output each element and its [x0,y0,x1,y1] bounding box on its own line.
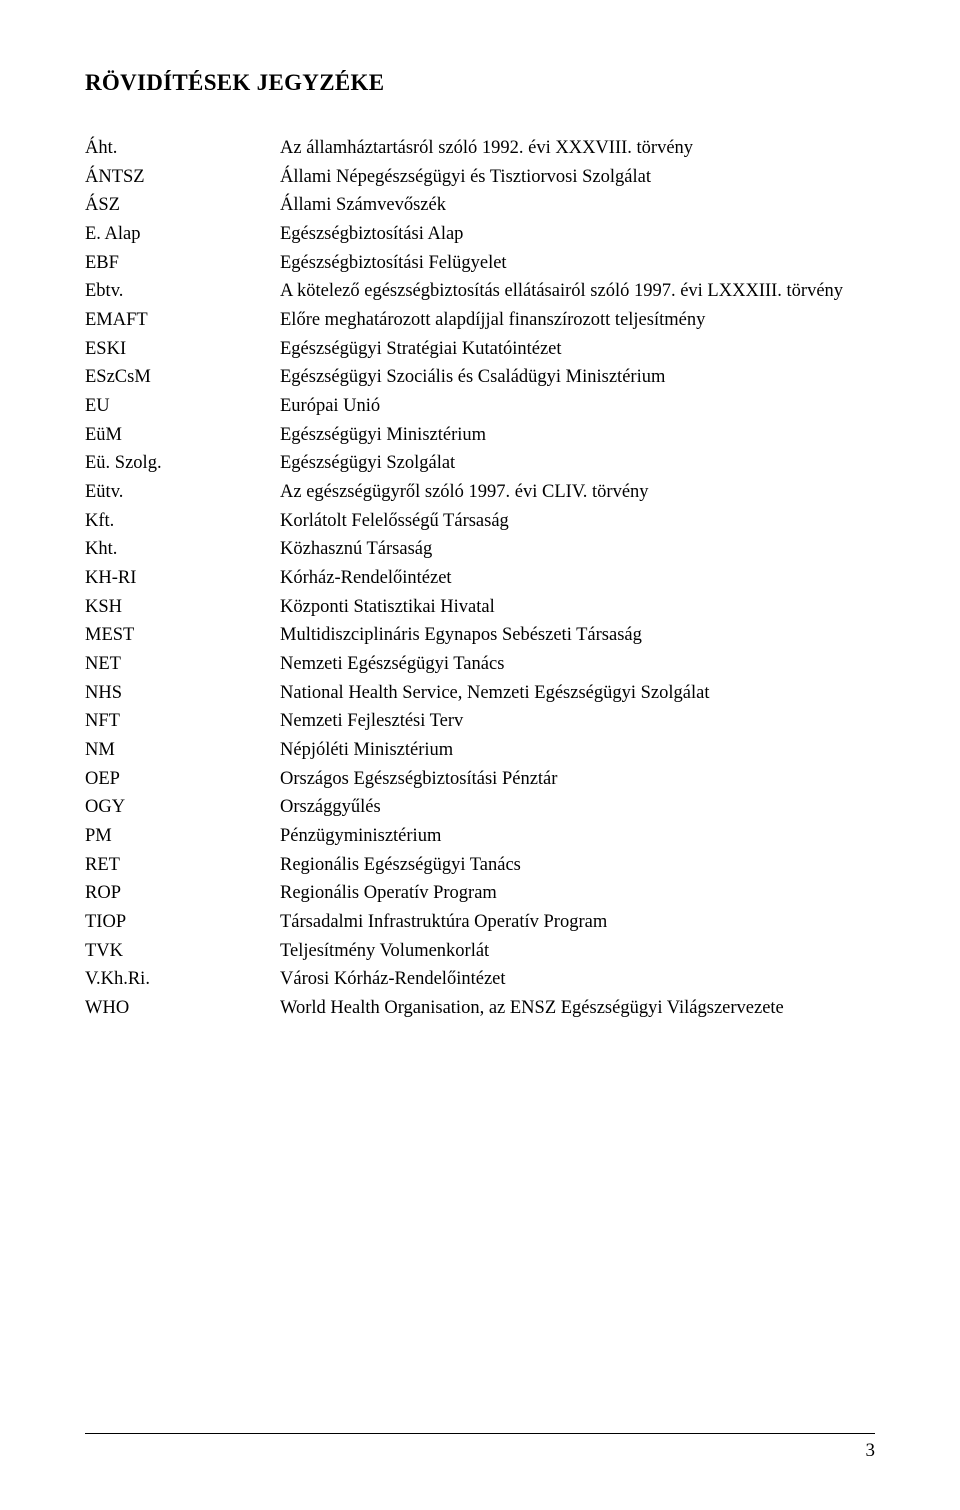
list-item: Kft. Korlátolt Felelősségű Társaság [85,507,875,536]
abbreviation: Eütv. [85,478,280,507]
abbreviation-list: Áht. Az államháztartásról szóló 1992. év… [85,134,875,1023]
definition: Egészségbiztosítási Alap [280,220,875,249]
list-item: KH-RI Kórház-Rendelőintézet [85,564,875,593]
abbreviation: EüM [85,421,280,450]
list-item: EBF Egészségbiztosítási Felügyelet [85,249,875,278]
list-item: ESKI Egészségügyi Stratégiai Kutatóintéz… [85,335,875,364]
list-item: NFT Nemzeti Fejlesztési Terv [85,707,875,736]
list-item: EüM Egészségügyi Minisztérium [85,421,875,450]
list-item: NHS National Health Service, Nemzeti Egé… [85,679,875,708]
abbreviation: WHO [85,994,280,1023]
definition: Egészségügyi Szociális és Családügyi Min… [280,363,875,392]
definition: Az egészségügyről szóló 1997. évi CLIV. … [280,478,875,507]
definition: Állami Számvevőszék [280,191,875,220]
abbreviation: Ebtv. [85,277,280,306]
abbreviation: Kft. [85,507,280,536]
abbreviation: NFT [85,707,280,736]
abbreviation: MEST [85,621,280,650]
definition: Előre meghatározott alapdíjjal finanszír… [280,306,875,335]
definition: Teljesítmény Volumenkorlát [280,937,875,966]
list-item: Eü. Szolg. Egészségügyi Szolgálat [85,449,875,478]
definition: A kötelező egészségbiztosítás ellátásair… [280,277,875,306]
definition: Korlátolt Felelősségű Társaság [280,507,875,536]
list-item: TIOP Társadalmi Infrastruktúra Operatív … [85,908,875,937]
list-item: WHO World Health Organisation, az ENSZ E… [85,994,875,1023]
definition: Nemzeti Egészségügyi Tanács [280,650,875,679]
page-footer: 3 [85,1433,875,1462]
abbreviation: ROP [85,879,280,908]
abbreviation: NM [85,736,280,765]
definition: Pénzügyminisztérium [280,822,875,851]
footer-divider [85,1433,875,1434]
list-item: Eütv. Az egészségügyről szóló 1997. évi … [85,478,875,507]
definition: Állami Népegészségügyi és Tisztiorvosi S… [280,163,875,192]
definition: Európai Unió [280,392,875,421]
definition: Közhasznú Társaság [280,535,875,564]
list-item: ESzCsM Egészségügyi Szociális és Családü… [85,363,875,392]
list-item: ÁNTSZ Állami Népegészségügyi és Tisztior… [85,163,875,192]
definition: Egészségügyi Stratégiai Kutatóintézet [280,335,875,364]
abbreviation: KSH [85,593,280,622]
definition: Országgyűlés [280,793,875,822]
definition: Multidiszciplináris Egynapos Sebészeti T… [280,621,875,650]
abbreviation: TVK [85,937,280,966]
list-item: KSH Központi Statisztikai Hivatal [85,593,875,622]
list-item: MEST Multidiszciplináris Egynapos Sebész… [85,621,875,650]
definition: Regionális Egészségügyi Tanács [280,851,875,880]
definition: Az államháztartásról szóló 1992. évi XXX… [280,134,875,163]
abbreviation: Áht. [85,134,280,163]
abbreviation: KH-RI [85,564,280,593]
definition: Nemzeti Fejlesztési Terv [280,707,875,736]
definition: Egészségügyi Minisztérium [280,421,875,450]
abbreviation: RET [85,851,280,880]
abbreviation: OEP [85,765,280,794]
list-item: RET Regionális Egészségügyi Tanács [85,851,875,880]
definition: World Health Organisation, az ENSZ Egész… [280,994,875,1023]
abbreviation: NHS [85,679,280,708]
definition: Központi Statisztikai Hivatal [280,593,875,622]
list-item: Ebtv. A kötelező egészségbiztosítás ellá… [85,277,875,306]
list-item: Kht. Közhasznú Társaság [85,535,875,564]
abbreviation: ÁNTSZ [85,163,280,192]
list-item: EU Európai Unió [85,392,875,421]
abbreviation: ESzCsM [85,363,280,392]
list-item: NET Nemzeti Egészségügyi Tanács [85,650,875,679]
abbreviation: EU [85,392,280,421]
definition: Városi Kórház-Rendelőintézet [280,965,875,994]
document-page: RÖVIDÍTÉSEK JEGYZÉKE Áht. Az államháztar… [0,0,960,1510]
definition: Egészségbiztosítási Felügyelet [280,249,875,278]
list-item: ROP Regionális Operatív Program [85,879,875,908]
abbreviation: TIOP [85,908,280,937]
abbreviation: PM [85,822,280,851]
definition: Kórház-Rendelőintézet [280,564,875,593]
abbreviation: V.Kh.Ri. [85,965,280,994]
list-item: NM Népjóléti Minisztérium [85,736,875,765]
list-item: PM Pénzügyminisztérium [85,822,875,851]
list-item: TVK Teljesítmény Volumenkorlát [85,937,875,966]
abbreviation: ESKI [85,335,280,364]
abbreviation: OGY [85,793,280,822]
list-item: EMAFT Előre meghatározott alapdíjjal fin… [85,306,875,335]
list-item: ÁSZ Állami Számvevőszék [85,191,875,220]
definition: Népjóléti Minisztérium [280,736,875,765]
definition: Regionális Operatív Program [280,879,875,908]
page-number: 3 [85,1440,875,1462]
definition: Egészségügyi Szolgálat [280,449,875,478]
abbreviation: Kht. [85,535,280,564]
abbreviation: NET [85,650,280,679]
list-item: E. Alap Egészségbiztosítási Alap [85,220,875,249]
abbreviation: Eü. Szolg. [85,449,280,478]
list-item: OEP Országos Egészségbiztosítási Pénztár [85,765,875,794]
abbreviation: EBF [85,249,280,278]
abbreviation: ÁSZ [85,191,280,220]
list-item: V.Kh.Ri. Városi Kórház-Rendelőintézet [85,965,875,994]
definition: Társadalmi Infrastruktúra Operatív Progr… [280,908,875,937]
definition: Országos Egészségbiztosítási Pénztár [280,765,875,794]
list-item: Áht. Az államháztartásról szóló 1992. év… [85,134,875,163]
abbreviation: EMAFT [85,306,280,335]
list-item: OGY Országgyűlés [85,793,875,822]
definition: National Health Service, Nemzeti Egészsé… [280,679,875,708]
abbreviation: E. Alap [85,220,280,249]
page-title: RÖVIDÍTÉSEK JEGYZÉKE [85,70,875,96]
